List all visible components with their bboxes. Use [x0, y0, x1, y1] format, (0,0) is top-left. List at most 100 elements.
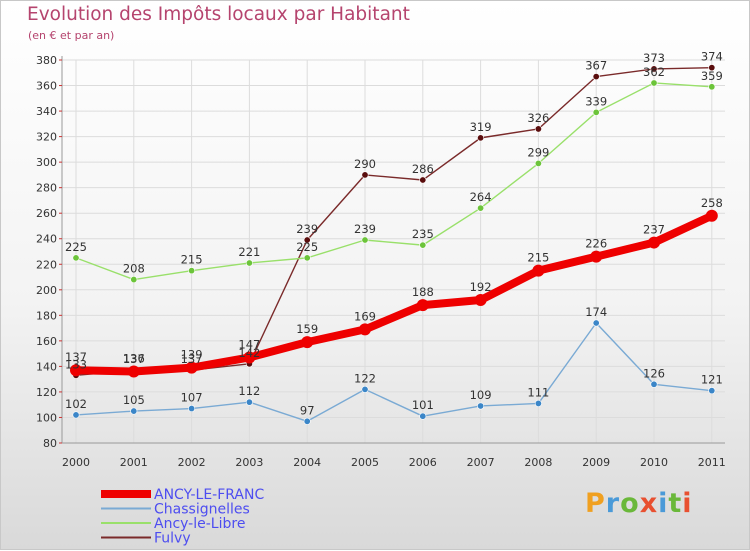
- x-tick-label: 2002: [178, 456, 206, 469]
- data-label: 374: [701, 50, 723, 64]
- y-tick-label: 380: [36, 54, 57, 67]
- y-tick-label: 100: [36, 411, 57, 424]
- data-label: 290: [354, 157, 376, 171]
- data-label: 264: [470, 190, 492, 204]
- data-label: 136: [123, 352, 145, 366]
- logo-letter: i: [682, 488, 693, 519]
- data-label: 109: [470, 388, 492, 402]
- data-point: [650, 380, 658, 388]
- data-label: 237: [643, 223, 665, 237]
- data-point: [708, 83, 716, 91]
- data-point: [72, 254, 80, 262]
- data-label: 192: [470, 280, 492, 294]
- proxiti-logo: Proxiti: [585, 488, 693, 519]
- x-tick-label: 2011: [698, 456, 726, 469]
- data-label: 122: [354, 371, 376, 385]
- chart-subtitle: (en € et par an): [28, 29, 115, 42]
- data-label: 225: [65, 240, 87, 254]
- series-layer: [70, 64, 718, 425]
- logo-letter: r: [605, 488, 621, 519]
- data-label: 339: [585, 94, 607, 108]
- data-label: 126: [643, 366, 665, 380]
- data-label: 239: [296, 222, 318, 236]
- data-point: [534, 125, 542, 133]
- data-label: 299: [527, 145, 549, 159]
- data-point: [303, 236, 311, 244]
- data-point: [188, 405, 196, 413]
- data-point: [650, 79, 658, 87]
- data-point: [708, 387, 716, 395]
- data-point: [130, 276, 138, 284]
- grid: [62, 59, 725, 444]
- data-point: [72, 411, 80, 419]
- logo-letter: t: [668, 488, 683, 519]
- data-point: [419, 241, 427, 249]
- data-label: 367: [585, 59, 607, 73]
- x-tick-label: 2009: [582, 456, 610, 469]
- data-point: [590, 250, 603, 263]
- data-point: [301, 336, 314, 349]
- x-tick-label: 2005: [351, 456, 379, 469]
- data-point: [303, 254, 311, 262]
- data-label: 215: [527, 251, 549, 265]
- data-point: [592, 73, 600, 81]
- data-point: [188, 267, 196, 275]
- data-point: [127, 365, 140, 378]
- y-tick-label: 280: [36, 182, 57, 195]
- axes: 80 100 120 140 160 180 200 220 240 260 280 300 320 34…: [36, 54, 726, 469]
- y-tick-label: 320: [36, 131, 57, 144]
- legend-label: Chassignelles: [154, 502, 250, 518]
- data-point: [477, 134, 485, 142]
- data-label: 101: [412, 398, 434, 412]
- data-point: [650, 65, 658, 73]
- data-point: [592, 319, 600, 327]
- data-point: [534, 399, 542, 407]
- y-tick-label: 200: [36, 284, 57, 297]
- data-label: 359: [701, 69, 723, 83]
- x-tick-label: 2006: [409, 456, 437, 469]
- data-label: 111: [527, 385, 549, 399]
- data-label: 188: [412, 285, 434, 299]
- legend-label: Ancy-le-Libre: [154, 516, 245, 532]
- data-point: [419, 176, 427, 184]
- logo-letter: i: [658, 488, 669, 519]
- data-label: 105: [123, 393, 145, 407]
- data-point: [245, 259, 253, 267]
- data-point: [130, 407, 138, 415]
- data-label: 221: [238, 245, 260, 259]
- y-tick-label: 180: [36, 309, 57, 322]
- data-label: 208: [123, 262, 145, 276]
- data-label: 225: [296, 240, 318, 254]
- logo-letter: o: [620, 488, 640, 519]
- data-point: [705, 209, 718, 222]
- y-tick-label: 240: [36, 233, 57, 246]
- y-tick-label: 360: [36, 80, 57, 93]
- data-point: [70, 364, 82, 377]
- data-label: 174: [585, 305, 607, 319]
- logo-letter: P: [585, 488, 606, 519]
- data-label: 286: [412, 162, 434, 176]
- legend-label: Fulvy: [154, 531, 191, 547]
- y-tick-label: 300: [36, 156, 57, 169]
- data-label: 226: [585, 237, 607, 251]
- data-point: [303, 417, 311, 425]
- y-tick-label: 220: [36, 258, 57, 271]
- data-point: [245, 398, 253, 406]
- chart-title: Evolution des Impôts locaux par Habitant: [27, 4, 410, 25]
- data-label: 326: [527, 111, 549, 125]
- data-point: [361, 171, 369, 179]
- data-point: [361, 385, 369, 393]
- legend: ANCY-LE-FRANCChassignellesAncy-le-LibreF…: [101, 487, 264, 547]
- x-tick-label: 2007: [467, 456, 495, 469]
- data-point: [185, 361, 198, 374]
- data-label: 142: [238, 346, 260, 360]
- data-label: 319: [470, 120, 492, 134]
- data-label: 373: [643, 51, 665, 65]
- data-point: [474, 294, 487, 307]
- x-tick-label: 2010: [640, 456, 668, 469]
- data-label: 137: [181, 352, 203, 366]
- x-tick-label: 2004: [293, 456, 321, 469]
- data-label: 239: [354, 222, 376, 236]
- data-label: 102: [65, 397, 87, 411]
